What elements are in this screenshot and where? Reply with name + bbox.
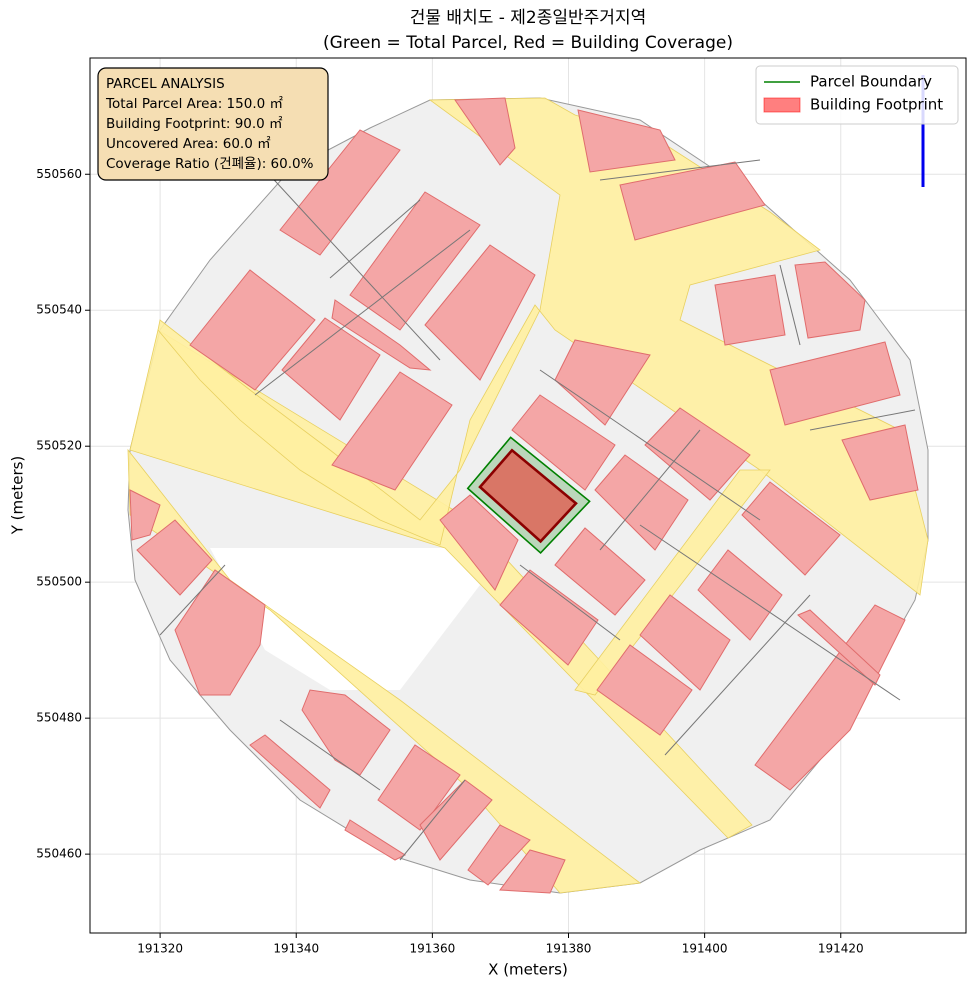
- annotation-line: Building Footprint: 90.0 ㎡: [106, 116, 283, 132]
- legend: Parcel Boundary Building Footprint: [755, 65, 959, 125]
- building: [279, 129, 401, 256]
- x-axis-label: X (meters): [488, 961, 568, 979]
- y-tick-label: 550460: [36, 847, 82, 861]
- lot-line: [279, 719, 381, 791]
- lot-line: [809, 409, 916, 431]
- legend-swatch: [763, 97, 801, 113]
- lot-line: [329, 199, 421, 279]
- lot-line: [599, 159, 761, 181]
- building: [424, 244, 536, 381]
- annotation-line: PARCEL ANALYSIS: [106, 76, 225, 92]
- x-tick-label: 191420: [818, 942, 864, 956]
- building: [129, 489, 161, 541]
- road: [574, 469, 771, 696]
- building: [554, 339, 651, 426]
- lot-line: [539, 369, 761, 521]
- chart-subtitle: (Green = Total Parcel, Red = Building Co…: [323, 33, 733, 53]
- building: [419, 779, 493, 861]
- y-tick-label: 550480: [36, 711, 82, 725]
- building: [344, 819, 407, 861]
- building: [639, 594, 731, 691]
- building: [594, 454, 689, 551]
- building: [174, 569, 266, 696]
- x-tick-label: 191340: [273, 942, 319, 956]
- buildings: [129, 97, 919, 894]
- building: [499, 849, 566, 894]
- building: [136, 519, 213, 596]
- building: [249, 734, 331, 809]
- x-tick-label: 191320: [137, 942, 183, 956]
- y-tick-label: 550540: [36, 303, 82, 317]
- lot-line: [264, 169, 441, 361]
- y-tick-label: 550500: [36, 575, 82, 589]
- building: [377, 744, 461, 831]
- building: [349, 191, 481, 331]
- lot-line: [639, 524, 901, 701]
- building: [769, 341, 901, 426]
- marks: [466, 436, 591, 555]
- y-tick-label: 550520: [36, 439, 82, 453]
- building: [741, 481, 841, 576]
- annotation-line: Uncovered Area: 60.0 ㎡: [106, 136, 271, 152]
- plot-frame: [89, 57, 967, 934]
- lot-line: [399, 779, 466, 861]
- y-axis-label: Y (meters): [9, 456, 27, 536]
- building: [467, 824, 531, 886]
- building-footprint: [478, 448, 578, 544]
- building: [644, 407, 751, 501]
- building: [794, 261, 866, 339]
- building: [439, 494, 519, 591]
- open-area: [210, 548, 480, 690]
- x-tick-label: 191400: [682, 942, 728, 956]
- lot-line: [779, 264, 801, 346]
- x-tick-label: 191360: [409, 942, 455, 956]
- building: [511, 394, 616, 491]
- building: [714, 274, 786, 346]
- building: [454, 97, 516, 166]
- annotation: PARCEL ANALYSIS Total Parcel Area: 150.0 …: [97, 67, 329, 181]
- lot-line: [254, 229, 471, 396]
- lot-line: [664, 594, 811, 756]
- lot-line: [599, 429, 701, 551]
- legend-label: Building Footprint: [810, 96, 943, 114]
- annotation-line: Coverage Ratio (건폐율): 60.0%: [106, 156, 314, 172]
- annotation-box: [97, 67, 329, 181]
- chart-title: 건물 배치도 - 제2종일반주거지역: [410, 8, 646, 28]
- building: [619, 161, 766, 241]
- building: [841, 424, 919, 501]
- lot-line: [519, 564, 621, 641]
- building: [797, 609, 881, 686]
- map-background: [127, 75, 929, 894]
- building: [554, 527, 646, 616]
- building: [697, 549, 783, 641]
- building: [301, 689, 391, 776]
- building: [189, 269, 316, 391]
- annotation-line: Total Parcel Area: 150.0 ㎡: [105, 96, 283, 112]
- building: [499, 569, 599, 666]
- lot-lines: [159, 159, 916, 861]
- building: [331, 371, 453, 491]
- lot-line: [159, 564, 226, 636]
- y-tick-label: 550560: [36, 167, 82, 181]
- building: [577, 109, 676, 173]
- legend-box: [755, 65, 959, 125]
- building: [281, 317, 381, 421]
- building: [596, 644, 693, 736]
- legend-label: Parcel Boundary: [810, 73, 932, 91]
- x-tick-label: 191380: [546, 942, 592, 956]
